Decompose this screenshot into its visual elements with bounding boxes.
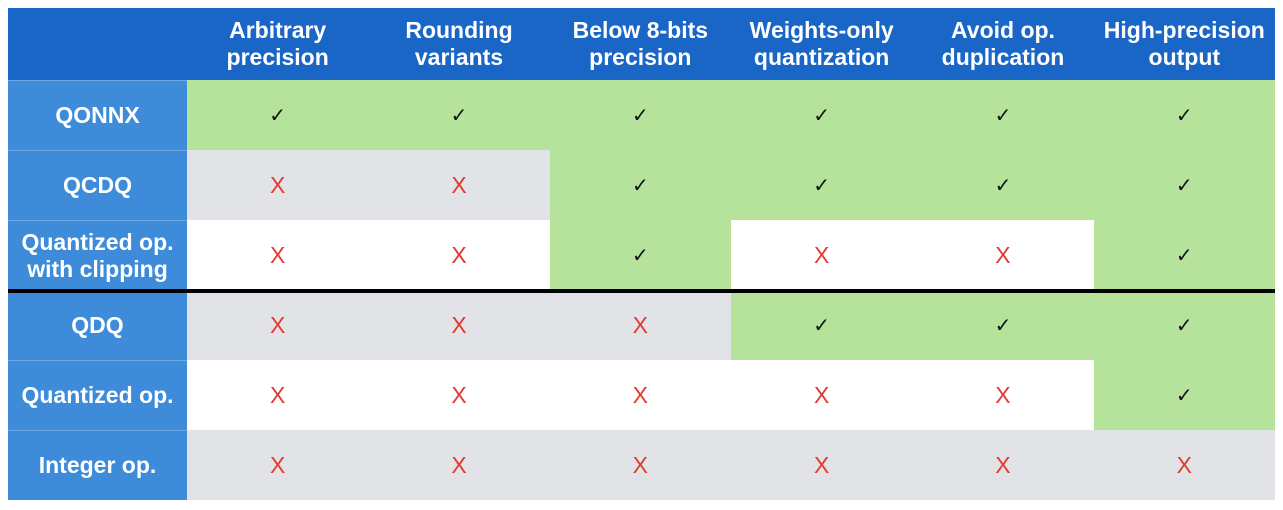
column-header: Rounding variants	[368, 8, 550, 80]
row-label: QDQ	[8, 290, 187, 360]
column-header: Weights-only quantization	[730, 8, 913, 80]
check-icon: ✓	[813, 313, 831, 337]
table-cell: ✓	[1093, 290, 1275, 360]
row-label: Quantized op. with clipping	[8, 220, 187, 290]
table-cell: X	[730, 220, 913, 290]
cross-icon: X	[451, 451, 467, 478]
cross-icon: X	[451, 381, 467, 408]
table-cell: ✓	[730, 290, 913, 360]
row-label: QCDQ	[8, 150, 187, 220]
row-label: Integer op.	[8, 430, 187, 500]
table-cell: X	[187, 220, 369, 290]
cross-icon: X	[995, 451, 1011, 478]
cross-icon: X	[813, 381, 830, 408]
table-cell: ✓	[912, 80, 1094, 150]
table-cell: ✓	[912, 290, 1094, 360]
cross-icon: X	[813, 451, 830, 478]
table-cell: X	[187, 360, 369, 430]
table-cell: X	[187, 430, 369, 500]
check-icon: ✓	[631, 173, 649, 197]
check-icon: ✓	[631, 103, 649, 127]
table-cell: ✓	[549, 150, 731, 220]
cross-icon: X	[269, 241, 286, 268]
check-icon: ✓	[1175, 383, 1193, 407]
table-cell: ✓	[1093, 150, 1275, 220]
check-icon: ✓	[813, 103, 831, 127]
row-label: Quantized op.	[8, 360, 187, 430]
cross-icon: X	[632, 311, 648, 338]
row-label: QONNX	[8, 80, 187, 150]
table-cell: X	[368, 150, 550, 220]
table-cell: ✓	[549, 80, 731, 150]
cross-icon: X	[269, 381, 286, 408]
column-header: Below 8-bits precision	[549, 8, 731, 80]
table-cell: X	[187, 150, 369, 220]
table-cell: X	[368, 430, 550, 500]
table-cell: X	[912, 430, 1094, 500]
check-icon: ✓	[994, 103, 1012, 127]
table-cell: X	[1093, 430, 1275, 500]
cross-icon: X	[451, 171, 467, 198]
section-divider	[8, 289, 1275, 293]
check-icon: ✓	[994, 313, 1012, 337]
check-icon: ✓	[631, 243, 649, 267]
check-icon: ✓	[450, 103, 468, 127]
check-icon: ✓	[994, 173, 1012, 197]
table-cell: ✓	[549, 220, 731, 290]
table-cell: ✓	[730, 80, 913, 150]
table-cell: ✓	[1093, 220, 1275, 290]
cross-icon: X	[632, 381, 648, 408]
cross-icon: X	[632, 451, 648, 478]
check-icon: ✓	[269, 103, 287, 127]
table-cell: X	[549, 360, 731, 430]
cross-icon: X	[269, 171, 286, 198]
cross-icon: X	[451, 241, 467, 268]
column-header: Avoid op. duplication	[912, 8, 1094, 80]
table-cell: X	[912, 360, 1094, 430]
check-icon: ✓	[813, 173, 831, 197]
table-cell: X	[368, 220, 550, 290]
table-cell: X	[730, 430, 913, 500]
cross-icon: X	[269, 451, 286, 478]
comparison-table: Arbitrary precision Rounding variants Be…	[8, 8, 1275, 500]
check-icon: ✓	[1175, 173, 1193, 197]
table-cell: X	[187, 290, 369, 360]
check-icon: ✓	[1175, 313, 1193, 337]
cross-icon: X	[995, 241, 1011, 268]
table-cell: ✓	[730, 150, 913, 220]
cross-icon: X	[1176, 451, 1192, 478]
cross-icon: X	[269, 311, 286, 338]
column-header: Arbitrary precision	[187, 8, 369, 80]
table-cell: ✓	[1093, 80, 1275, 150]
cross-icon: X	[451, 311, 467, 338]
check-icon: ✓	[1175, 103, 1193, 127]
table-cell: X	[730, 360, 913, 430]
check-icon: ✓	[1175, 243, 1193, 267]
table-cell: ✓	[368, 80, 550, 150]
table-cell: X	[549, 430, 731, 500]
table-cell: X	[368, 360, 550, 430]
column-header: High-precision output	[1093, 8, 1275, 80]
cross-icon: X	[813, 241, 830, 268]
table-cell: ✓	[187, 80, 369, 150]
table-cell: X	[912, 220, 1094, 290]
cross-icon: X	[995, 381, 1011, 408]
table-cell: X	[549, 290, 731, 360]
table-cell: ✓	[1093, 360, 1275, 430]
table-cell: ✓	[912, 150, 1094, 220]
table-cell: X	[368, 290, 550, 360]
corner-header	[8, 8, 187, 80]
